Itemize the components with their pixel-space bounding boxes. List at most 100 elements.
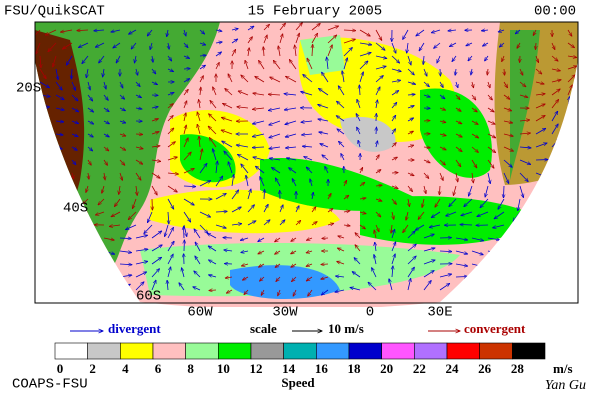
- wind-arrow: [503, 285, 511, 291]
- wind-arrow: [151, 269, 160, 278]
- wind-arrow: [359, 212, 366, 214]
- wind-arrow: [403, 224, 409, 233]
- wind-arrow: [285, 133, 297, 137]
- wind-arrow: [167, 280, 168, 291]
- wind-arrow: [167, 185, 177, 192]
- wind-arrow: [327, 193, 331, 200]
- wind-arrow: [391, 198, 396, 204]
- wind-arrow: [301, 92, 313, 96]
- wind-arrow: [183, 89, 188, 96]
- wind-arrow: [284, 108, 297, 110]
- color-swatch: [152, 342, 186, 360]
- wind-arrow: [567, 75, 575, 83]
- wind-arrow: [327, 223, 334, 225]
- wind-arrow: [167, 69, 173, 72]
- wind-arrow: [368, 282, 377, 291]
- wind-arrow: [242, 276, 249, 280]
- wind-arrow: [372, 268, 377, 278]
- wind-arrow: [291, 263, 297, 267]
- wind-arrow: [519, 272, 527, 278]
- wind-arrow: [200, 87, 201, 96]
- wind-arrow: [306, 276, 313, 281]
- wind-arrow: [471, 94, 476, 100]
- wind-arrow: [485, 185, 489, 197]
- colorbar-tick-label: 14: [282, 361, 296, 376]
- wind-arrow: [503, 133, 513, 136]
- wind-arrow: [423, 260, 435, 265]
- signature: Yan Gu: [545, 378, 586, 393]
- wind-arrow: [391, 143, 396, 148]
- wind-arrow: [375, 76, 383, 83]
- wind-arrow: [535, 128, 546, 135]
- wind-arrow: [376, 100, 377, 109]
- wind-arrow: [416, 29, 425, 36]
- wind-arrow: [408, 198, 409, 207]
- wind-arrow: [71, 238, 81, 239]
- wind-arrow: [455, 276, 468, 277]
- wind-arrow: [423, 271, 434, 278]
- wind-arrow: [487, 120, 495, 124]
- wind-arrow: [295, 45, 296, 57]
- wind-arrow: [359, 224, 365, 229]
- wind-arrow: [199, 136, 200, 148]
- wind-arrow: [551, 99, 559, 109]
- wind-arrow: [511, 224, 521, 231]
- wind-arrow: [55, 237, 64, 238]
- wind-arrow: [119, 264, 132, 265]
- wind-arrow: [503, 159, 512, 167]
- wind-arrow: [207, 233, 217, 239]
- wind-arrow: [247, 205, 254, 213]
- wind-arrow: [71, 146, 77, 150]
- wind-arrow: [337, 248, 345, 252]
- wind-arrow: [168, 211, 169, 224]
- wind-arrow: [519, 95, 528, 97]
- wind-arrow: [357, 99, 361, 109]
- wind-arrow: [295, 221, 301, 226]
- wind-arrow: [407, 244, 416, 252]
- wind-arrow: [455, 133, 462, 137]
- wind-arrow: [533, 29, 536, 35]
- wind-arrow: [359, 72, 363, 83]
- wind-arrow: [339, 141, 345, 148]
- wind-arrow: [259, 60, 265, 70]
- wind-arrow: [301, 121, 313, 122]
- wind-arrow: [407, 173, 414, 176]
- wind-arrow: [487, 172, 490, 184]
- wind-arrow: [487, 159, 494, 168]
- wind-arrow: [292, 179, 297, 187]
- wind-arrow: [275, 178, 281, 187]
- wind-arrow: [488, 81, 490, 88]
- wind-arrow: [472, 172, 473, 183]
- wind-arrow: [307, 58, 313, 70]
- wind-arrow: [343, 39, 355, 44]
- wind-arrow: [407, 256, 416, 265]
- colorbar-tick-label: 24: [446, 361, 460, 376]
- wind-arrow: [292, 276, 297, 281]
- wind-arrow: [535, 271, 540, 278]
- wind-arrow: [87, 250, 98, 254]
- wind-arrow: [39, 119, 48, 121]
- wind-arrow: [338, 86, 345, 96]
- wind-arrow: [449, 198, 457, 207]
- wind-arrow: [71, 68, 72, 79]
- colorbar-tick-label: 16: [315, 361, 329, 376]
- wind-arrow: [461, 211, 473, 216]
- wind-arrow: [278, 289, 280, 296]
- wind-arrow: [468, 185, 473, 196]
- wind-arrow: [95, 42, 105, 47]
- wind-arrow: [111, 211, 121, 217]
- wind-arrow: [71, 121, 79, 124]
- wind-arrow: [151, 146, 160, 147]
- wind-arrow: [415, 224, 425, 230]
- wind-arrow: [225, 88, 233, 96]
- wind-arrow: [208, 246, 217, 252]
- wind-arrow: [455, 107, 461, 111]
- wind-arrow: [455, 286, 466, 291]
- wind-arrow: [481, 30, 489, 31]
- wind-arrow: [337, 261, 345, 265]
- wind-arrow: [231, 207, 241, 213]
- wind-arrow: [167, 241, 174, 252]
- wind-arrow: [252, 147, 265, 148]
- wind-arrow: [535, 258, 542, 265]
